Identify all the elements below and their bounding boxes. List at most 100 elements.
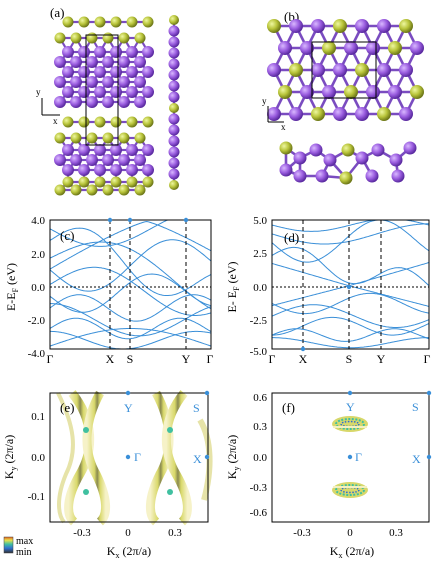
panel-c-label: (c) bbox=[60, 228, 74, 243]
atom-yellow-a-33 bbox=[102, 184, 114, 196]
fermi-surface-f bbox=[332, 416, 368, 498]
atom-purple-a-88 bbox=[126, 164, 138, 176]
atom-purple-a-41 bbox=[142, 46, 154, 58]
hotspot-e-1 bbox=[83, 427, 89, 433]
atom-purple-a-89 bbox=[142, 164, 154, 176]
atom-purple-b-32 bbox=[355, 107, 369, 121]
structure-b-atoms bbox=[267, 19, 424, 185]
atom-purple-a-67 bbox=[70, 96, 82, 108]
atom-yellow-a-16 bbox=[126, 116, 138, 128]
panel-d: (d) 5.0 2.5 0.0 -2.5 -5.0 Γ X S Y Γ E- E… bbox=[225, 215, 431, 366]
atom-purple-a-58 bbox=[118, 76, 130, 88]
atom-yellow-a-15 bbox=[110, 116, 122, 128]
atom-purple-b-20 bbox=[399, 63, 413, 77]
atom-purple-a-36 bbox=[62, 46, 74, 58]
atom-purple-a-51 bbox=[110, 66, 122, 78]
dot-e-Y bbox=[125, 390, 131, 396]
ylabel-c: E-EF (eV) bbox=[4, 263, 20, 311]
atom-purple-b-45 bbox=[315, 169, 329, 183]
ytick-f-0: 0.6 bbox=[253, 392, 267, 404]
arc-e-6 bbox=[197, 418, 213, 501]
kpoint-c-0: Γ bbox=[47, 352, 54, 366]
atom-purple-b-23 bbox=[322, 85, 336, 99]
atom-purple-b-13 bbox=[410, 41, 424, 55]
axis-a-x: x bbox=[53, 116, 58, 126]
atom-yellow-b-33 bbox=[377, 107, 391, 121]
atom-yellow-a-8 bbox=[86, 32, 98, 44]
atom-yellow-a-35 bbox=[134, 184, 146, 196]
bandsD-band-8 bbox=[272, 316, 430, 336]
kpoint-c-3: Y bbox=[182, 352, 191, 366]
unit-cell-b bbox=[311, 41, 377, 99]
atom-purple-a-63 bbox=[110, 86, 122, 98]
atom-purple-a-100 bbox=[168, 124, 180, 136]
atom-purple-a-91 bbox=[168, 25, 180, 37]
ylabel-e: Ky (2π/a) bbox=[2, 435, 18, 479]
kpoint-d-3: Y bbox=[377, 352, 386, 366]
bandsD-band-2 bbox=[271, 219, 430, 263]
point-f-gamma: Γ bbox=[355, 450, 362, 464]
atom-purple-b-14 bbox=[267, 63, 281, 77]
atom-purple-a-45 bbox=[102, 56, 114, 68]
bandsD-band-9 bbox=[271, 328, 430, 342]
structure-a-atoms bbox=[54, 15, 180, 196]
atom-yellow-b-0 bbox=[267, 19, 281, 33]
atom-purple-a-54 bbox=[54, 76, 66, 88]
atom-purple-b-22 bbox=[300, 85, 314, 99]
atom-yellow-a-25 bbox=[78, 176, 90, 188]
atom-yellow-a-4 bbox=[126, 16, 138, 28]
atom-purple-a-52 bbox=[126, 66, 138, 78]
atom-purple-b-16 bbox=[311, 63, 325, 77]
atom-purple-b-10 bbox=[344, 41, 358, 55]
atom-purple-a-97 bbox=[168, 91, 180, 103]
atom-yellow-a-24 bbox=[62, 176, 74, 188]
dot-e-S bbox=[204, 390, 210, 396]
atom-purple-a-82 bbox=[118, 154, 130, 166]
ytick-e-2: -0.1 bbox=[28, 491, 45, 503]
arc-e-3 bbox=[82, 390, 110, 526]
panel-f: Y S Γ X (f) 0.6 0.3 0.0 -0.3 -0.6 -0.3 0… bbox=[225, 390, 432, 560]
atom-yellow-b-21 bbox=[278, 85, 292, 99]
atom-yellow-a-1 bbox=[78, 16, 90, 28]
atom-purple-a-68 bbox=[86, 96, 98, 108]
atom-purple-b-1 bbox=[289, 19, 303, 33]
kpoint-c-4: Γ bbox=[207, 352, 214, 366]
xtick-e-2: 0.3 bbox=[168, 527, 182, 539]
panel-a: (a) y x bbox=[36, 5, 180, 196]
atom-purple-a-77 bbox=[142, 144, 154, 156]
atom-yellow-a-31 bbox=[70, 184, 82, 196]
ytick-c-2: 0.0 bbox=[31, 282, 45, 294]
bandsD-band-7 bbox=[271, 304, 430, 328]
panel-e-label: (e) bbox=[60, 400, 74, 415]
atom-purple-b-36 bbox=[293, 151, 307, 165]
atom-purple-b-41 bbox=[371, 143, 385, 157]
atom-yellow-b-27 bbox=[410, 85, 424, 99]
point-f-X: X bbox=[412, 452, 421, 466]
arc-e-5 bbox=[161, 390, 192, 526]
atom-purple-a-55 bbox=[70, 76, 82, 88]
atom-purple-a-46 bbox=[118, 56, 130, 68]
atom-purple-b-28 bbox=[267, 107, 281, 121]
dot-f-Y bbox=[347, 390, 353, 396]
atom-purple-a-72 bbox=[62, 144, 74, 156]
colorbar-gradient bbox=[3, 536, 14, 554]
ytick-f-1: 0.3 bbox=[253, 421, 267, 433]
bandsC-band-5 bbox=[49, 273, 212, 313]
kpoint-d-1: X bbox=[299, 352, 308, 366]
atom-purple-a-96 bbox=[168, 80, 180, 92]
atom-purple-a-62 bbox=[94, 86, 106, 98]
atom-yellow-a-12 bbox=[62, 116, 74, 128]
atom-purple-a-69 bbox=[102, 96, 114, 108]
atom-purple-b-31 bbox=[333, 107, 347, 121]
bandsD-band-10 bbox=[272, 337, 429, 349]
atom-purple-b-38 bbox=[323, 153, 337, 167]
atom-purple-b-40 bbox=[355, 151, 369, 165]
panel-b: (b) y x bbox=[262, 9, 424, 185]
frame-d bbox=[271, 219, 430, 350]
point-e-gamma: Γ bbox=[134, 450, 141, 464]
point-e-X: X bbox=[193, 452, 202, 466]
atom-purple-a-66 bbox=[54, 96, 66, 108]
atom-yellow-b-9 bbox=[322, 41, 336, 55]
atom-yellow-a-9 bbox=[102, 32, 114, 44]
